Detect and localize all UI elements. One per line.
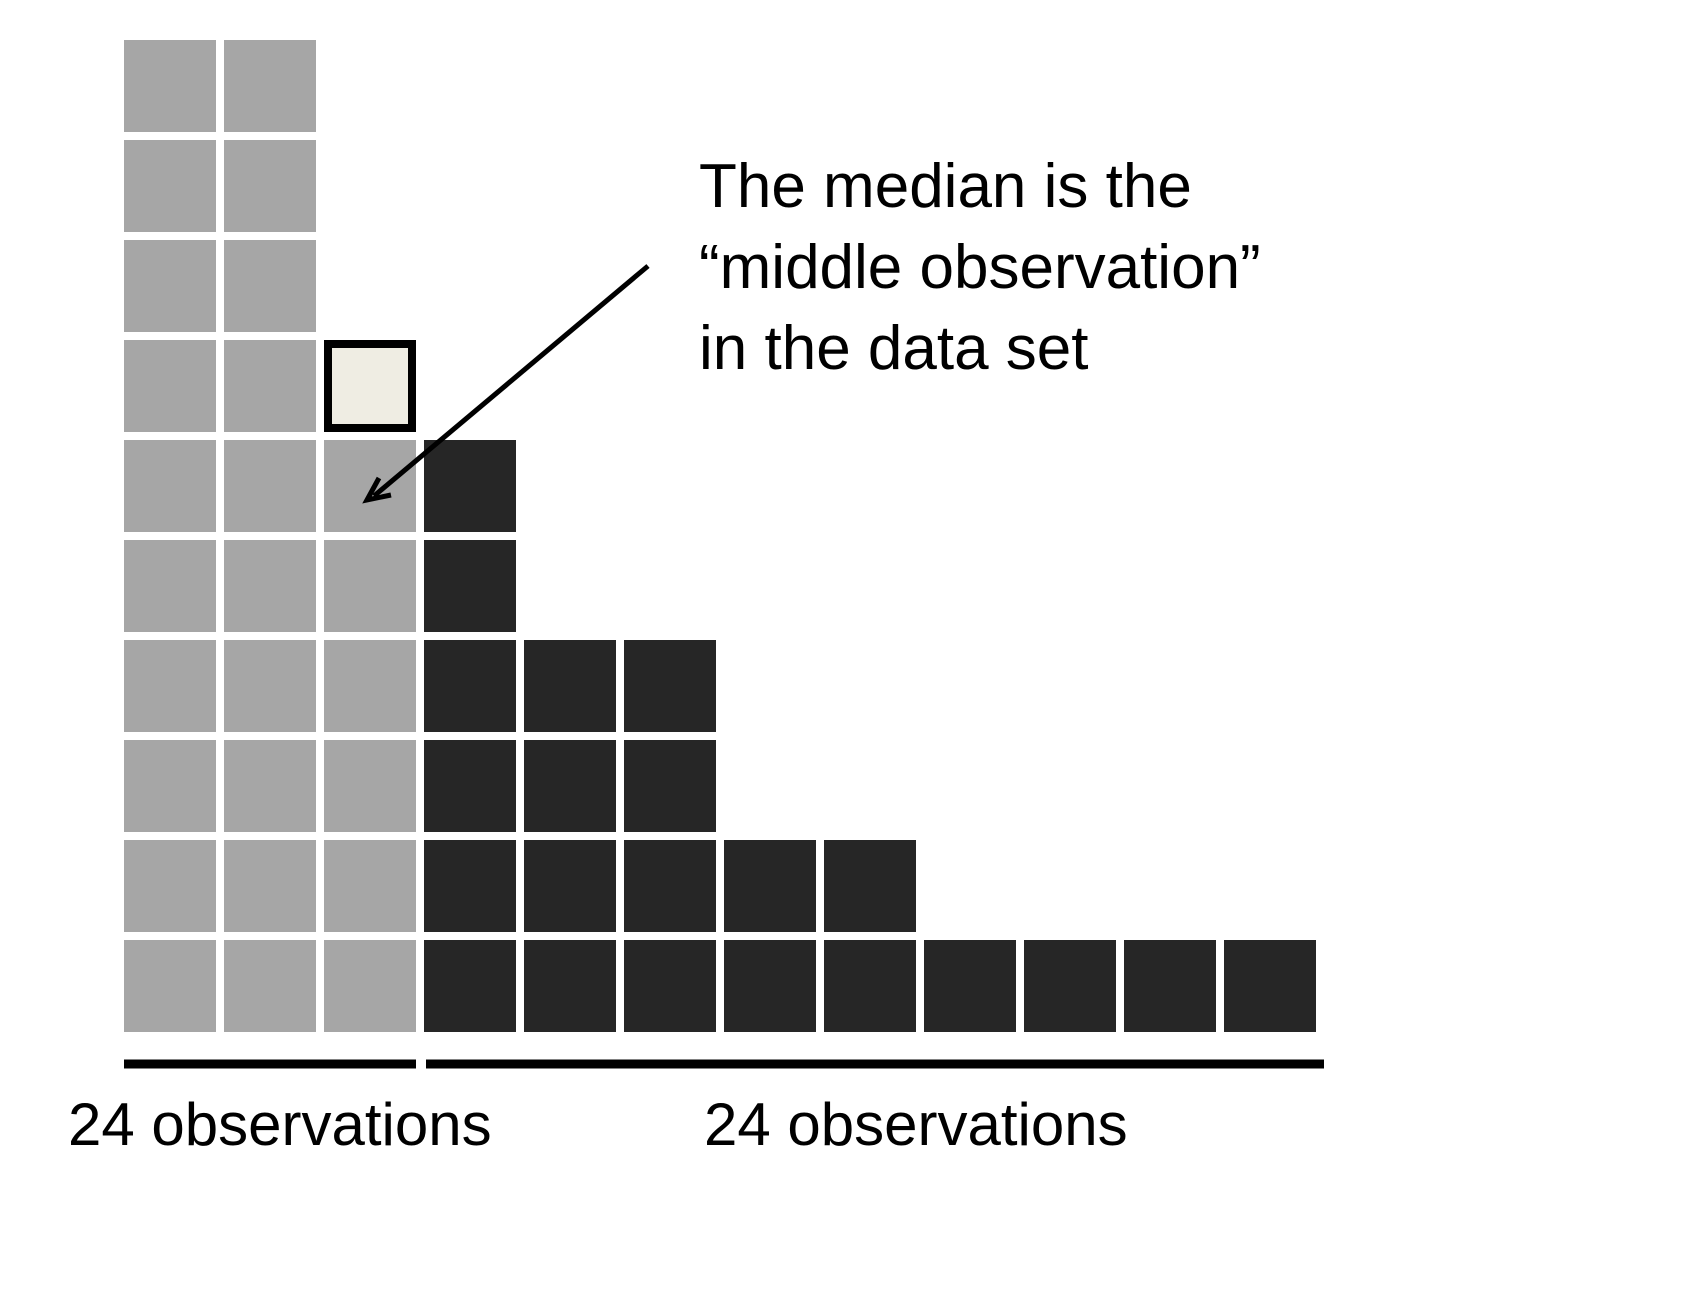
lower-observation-block [124, 940, 216, 1032]
lower-observation-block [124, 140, 216, 232]
upper-observation-block [624, 840, 716, 932]
arrowhead [362, 476, 392, 504]
upper-observation-block [524, 740, 616, 832]
lower-observation-block [324, 540, 416, 632]
upper-observation-block [424, 840, 516, 932]
upper-observation-block [524, 940, 616, 1032]
upper-observation-block [424, 940, 516, 1032]
annotation-line-2: “middle observation” [699, 233, 1261, 302]
upper-observation-block [824, 940, 916, 1032]
lower-observation-block [124, 540, 216, 632]
upper-observation-block [1024, 940, 1116, 1032]
lower-observation-block [224, 240, 316, 332]
lower-observation-block [224, 440, 316, 532]
lower-observation-block [224, 840, 316, 932]
lower-observation-block [124, 340, 216, 432]
upper-observation-block [624, 640, 716, 732]
upper-observation-block [524, 840, 616, 932]
lower-observation-block [224, 940, 316, 1032]
lower-observation-block [324, 640, 416, 732]
lower-observation-block [324, 940, 416, 1032]
lower-observation-block [224, 540, 316, 632]
lower-observation-block [124, 740, 216, 832]
upper-observation-block [424, 440, 516, 532]
lower-observation-block [224, 340, 316, 432]
lower-observation-block [124, 240, 216, 332]
upper-observation-block [1224, 940, 1316, 1032]
lower-observation-block [224, 740, 316, 832]
upper-observation-block [824, 840, 916, 932]
upper-observation-block [924, 940, 1016, 1032]
median-observation-block [324, 340, 416, 432]
upper-observation-block [624, 740, 716, 832]
lower-observation-block [324, 440, 416, 532]
lower-observation-block [124, 640, 216, 732]
lower-observation-block [124, 840, 216, 932]
left-group-label: 24 observations [68, 1091, 492, 1158]
lower-observation-block [324, 740, 416, 832]
upper-observation-block [724, 940, 816, 1032]
lower-observation-block [224, 40, 316, 132]
upper-observation-block [624, 940, 716, 1032]
upper-observation-block [524, 640, 616, 732]
upper-observation-block [1124, 940, 1216, 1032]
upper-observation-block [424, 540, 516, 632]
annotation-line-3: in the data set [699, 314, 1089, 383]
lower-observation-block [124, 440, 216, 532]
upper-observation-block [424, 640, 516, 732]
annotation-line-1: The median is the [699, 152, 1192, 221]
upper-observation-block [424, 740, 516, 832]
lower-observation-block [224, 140, 316, 232]
arrow-line [372, 264, 650, 498]
right-group-label: 24 observations [704, 1091, 1128, 1158]
lower-observation-block [324, 840, 416, 932]
lower-observation-block [224, 640, 316, 732]
upper-observation-block [724, 840, 816, 932]
median-annotation: The median is the “middle observation” i… [699, 146, 1261, 389]
lower-observation-block [124, 40, 216, 132]
